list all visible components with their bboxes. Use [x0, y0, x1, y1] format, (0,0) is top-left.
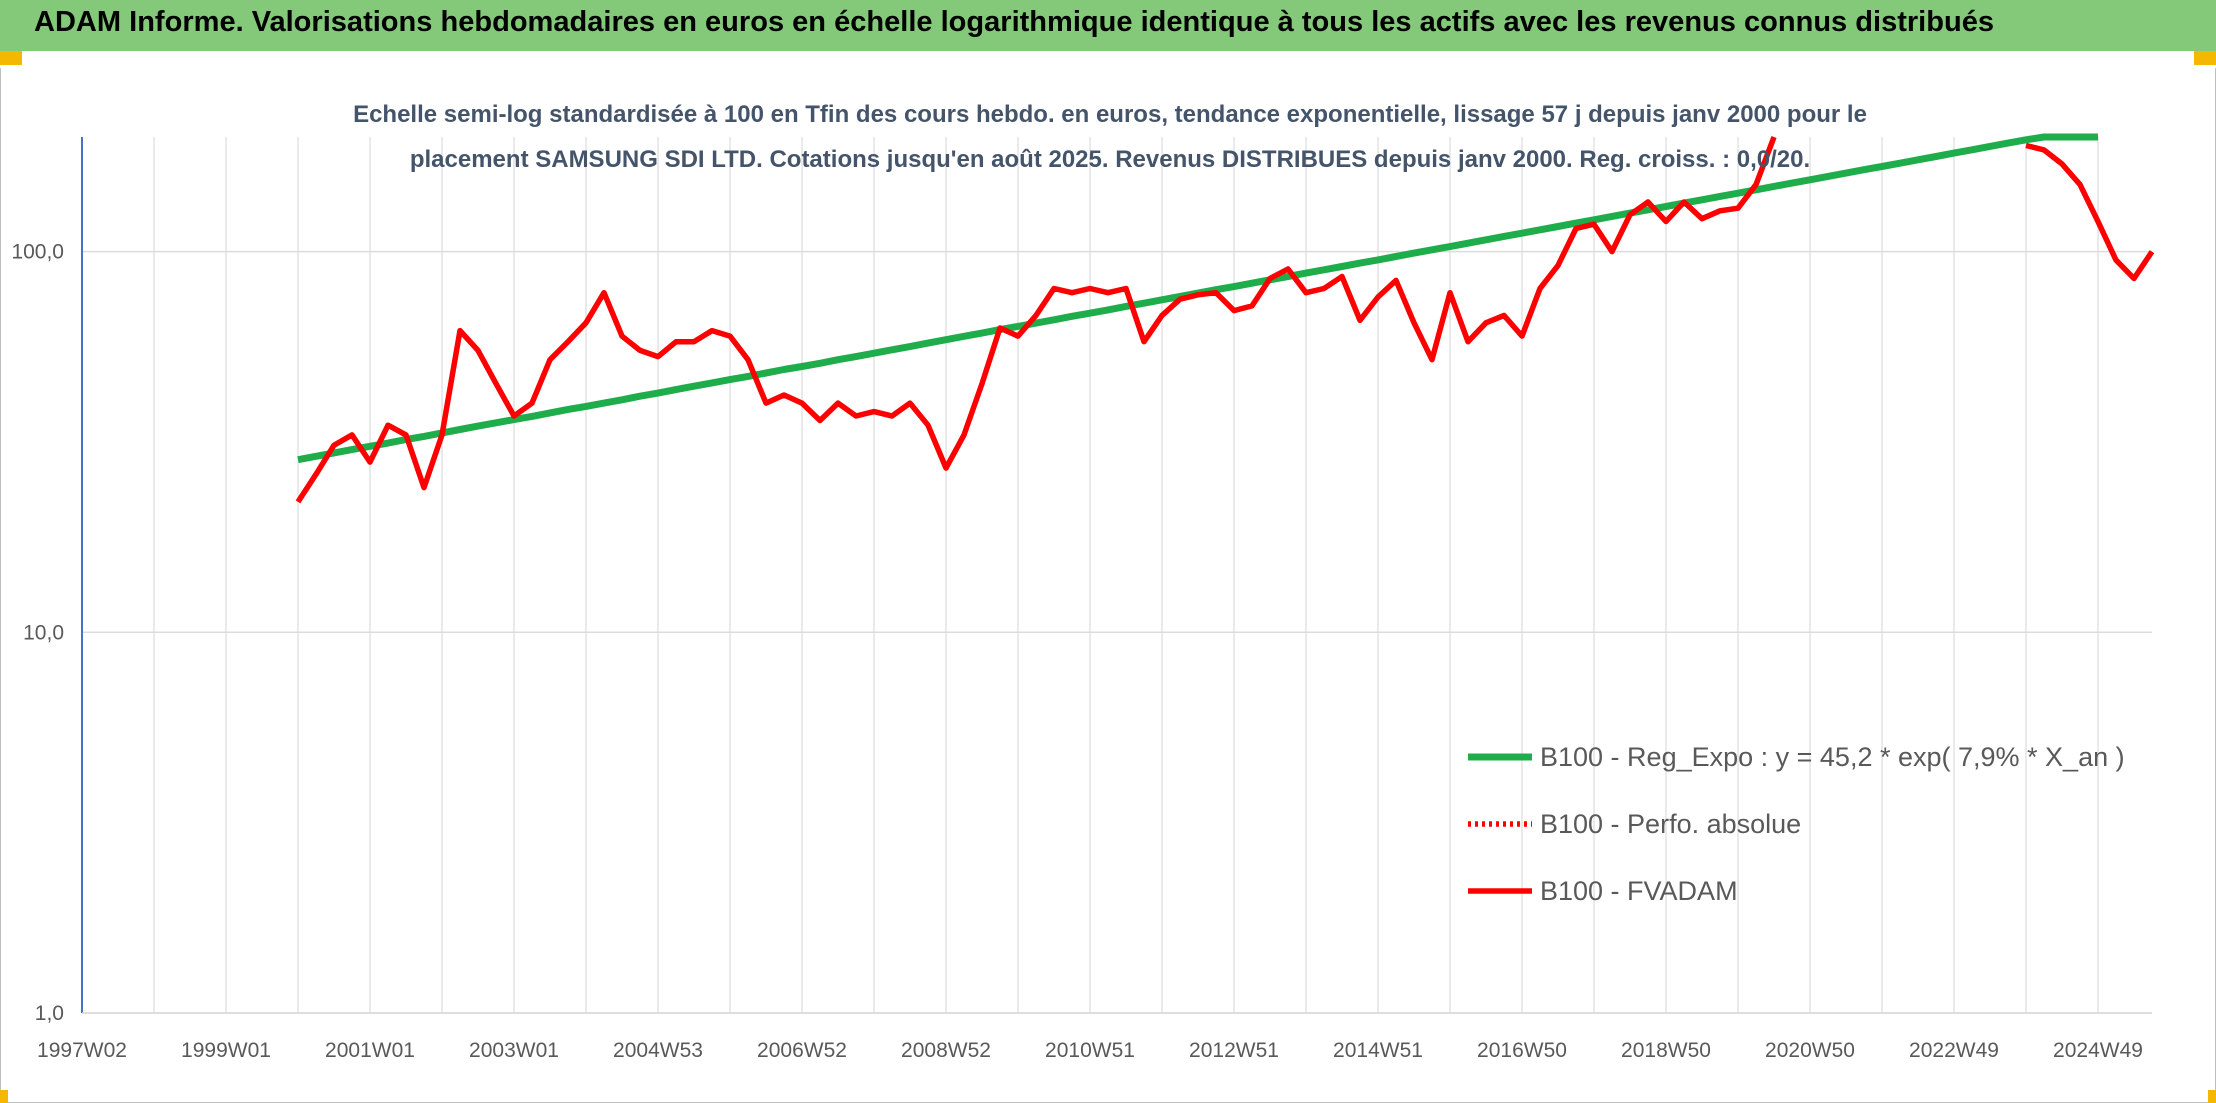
corner-mark	[0, 1090, 8, 1103]
x-tick-label: 2003W01	[469, 1039, 559, 1062]
legend-label: B100 - Reg_Expo : y = 45,2 * exp( 7,9% *…	[1540, 742, 2125, 772]
corner-mark	[2208, 1090, 2216, 1103]
x-tick-label: 2004W53	[613, 1039, 703, 1062]
x-tick-label: 1997W02	[37, 1039, 127, 1062]
chart-subtitle: Echelle semi-log standardisée à 100 en T…	[353, 101, 1867, 173]
x-tick-label: 2014W51	[1333, 1039, 1423, 1062]
x-tick-label: 2018W50	[1621, 1039, 1711, 1062]
x-tick-label: 2006W52	[757, 1039, 847, 1062]
x-tick-label: 2001W01	[325, 1039, 415, 1062]
series-line	[295, 136, 2154, 504]
header-bar	[0, 0, 2216, 51]
chart-title: ADAM Informe. Valorisations hebdomadaire…	[34, 6, 1994, 38]
x-tick-label: 1999W01	[181, 1039, 271, 1062]
x-tick-label: 2022W49	[1909, 1039, 1999, 1062]
y-tick-label: 1,0	[35, 1002, 64, 1025]
legend-label: B100 - Perfo. absolue	[1540, 809, 1801, 839]
x-tick-label: 2008W52	[901, 1039, 991, 1062]
x-tick-label: 2012W51	[1189, 1039, 1279, 1062]
y-tick-label: 10,0	[23, 621, 64, 644]
x-tick-label: 2016W50	[1477, 1039, 1567, 1062]
corner-mark	[0, 51, 22, 65]
legend-label: B100 - FVADAM	[1540, 876, 1738, 906]
y-tick-label: 100,0	[11, 241, 64, 264]
header-gap	[0, 51, 2216, 68]
corner-mark	[2194, 51, 2216, 65]
x-tick-label: 2024W49	[2053, 1039, 2143, 1062]
x-tick-label: 2010W51	[1045, 1039, 1135, 1062]
x-tick-label: 2020W50	[1765, 1039, 1855, 1062]
